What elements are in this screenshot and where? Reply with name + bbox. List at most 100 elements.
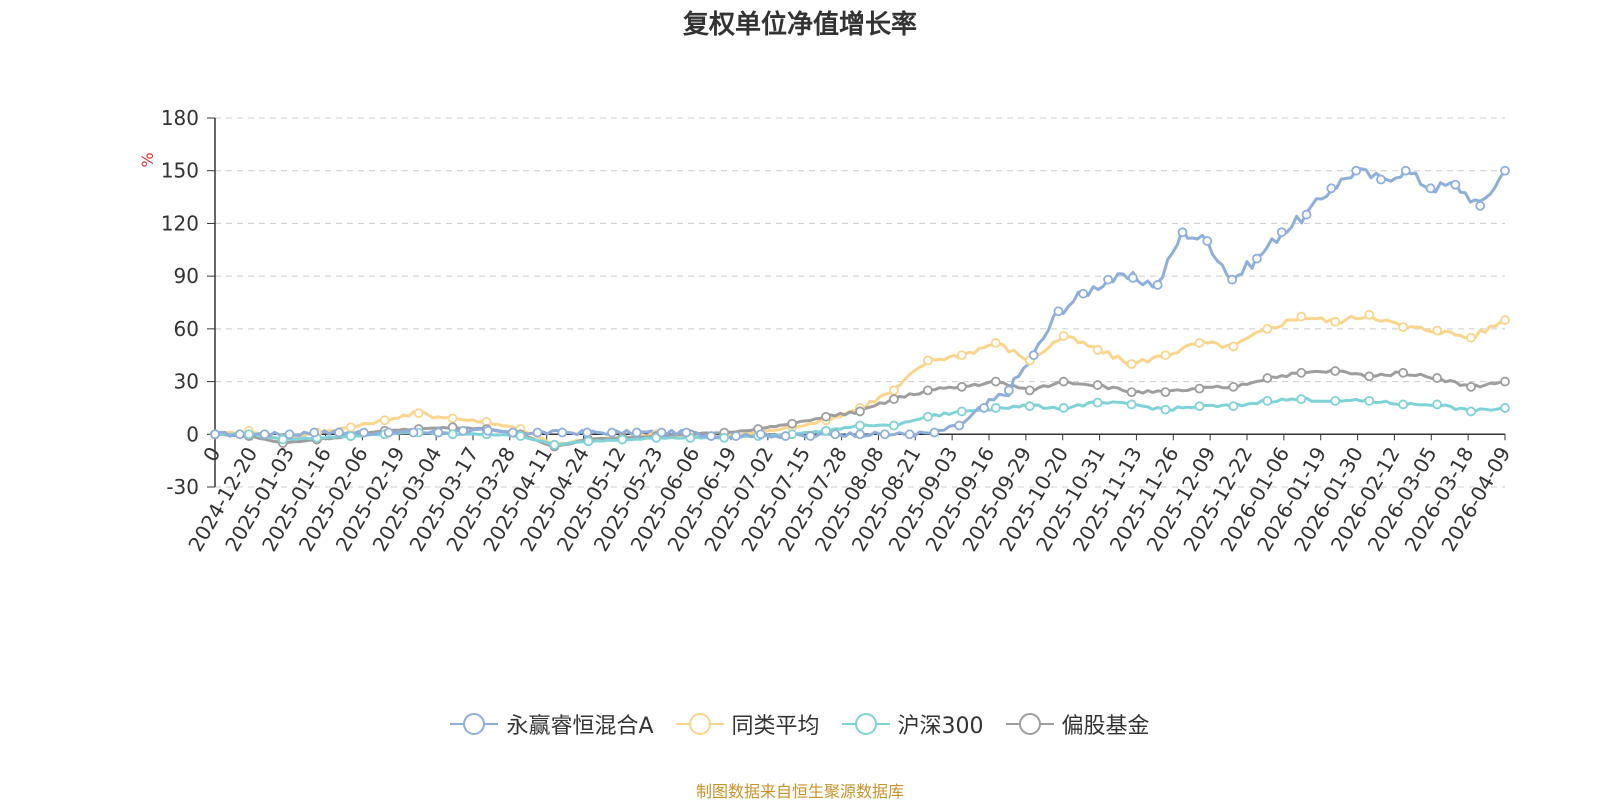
legend: 永赢睿恒混合A 同类平均 沪深300 偏股基金 (0, 708, 1600, 740)
data-point (990, 376, 1001, 387)
data-point (855, 429, 865, 440)
data-point (954, 420, 965, 431)
data-point (1152, 280, 1163, 290)
data-point (334, 427, 344, 438)
data-point (358, 427, 369, 438)
data-point (1160, 404, 1171, 415)
data-point (1296, 367, 1307, 378)
data-point (515, 431, 526, 441)
data-point (1194, 401, 1205, 412)
data-point (821, 411, 831, 422)
data-point (681, 427, 692, 438)
data-point (1500, 165, 1510, 176)
data-point (244, 429, 254, 440)
data-point (1228, 341, 1239, 352)
data-point (433, 427, 444, 438)
data-point (922, 411, 933, 422)
data-point (904, 429, 915, 440)
data-point (379, 415, 390, 426)
data-point (234, 429, 245, 440)
data-point (990, 338, 1001, 348)
data-point (1398, 367, 1409, 378)
data-point (1092, 380, 1103, 390)
data-point (1028, 350, 1039, 361)
data-point (1296, 394, 1307, 405)
data-point (821, 425, 831, 436)
legend-item[interactable]: 沪深300 (841, 708, 984, 740)
data-point (458, 425, 468, 436)
legend-item[interactable]: 永赢睿恒混合A (450, 708, 654, 740)
data-point (383, 427, 394, 438)
data-point (956, 381, 967, 392)
chart-title: 复权单位净值增长率 (682, 10, 917, 40)
data-point (1364, 309, 1375, 320)
data-point (1262, 395, 1273, 406)
grid-lines (215, 117, 1505, 488)
data-point (532, 427, 543, 438)
data-point (1160, 387, 1171, 398)
data-point (889, 385, 899, 396)
data-point (557, 427, 568, 438)
data-point (787, 418, 798, 429)
data-point (1058, 376, 1069, 387)
data-point (345, 431, 356, 441)
data-point (210, 429, 220, 440)
data-point (1126, 387, 1137, 398)
data-point (990, 403, 1001, 413)
data-point (922, 385, 933, 396)
data-point (855, 420, 865, 431)
data-point (1500, 376, 1510, 387)
data-point (1276, 227, 1287, 238)
data-point (1466, 381, 1476, 392)
y-tick-label: 90 (174, 264, 199, 288)
data-point (656, 427, 667, 438)
data-point (1432, 399, 1443, 410)
data-point (922, 355, 933, 366)
series-line (214, 167, 1507, 440)
data-point (1466, 332, 1476, 343)
data-point (889, 394, 899, 405)
legend-item[interactable]: 偏股基金 (1005, 708, 1150, 740)
data-point (1024, 385, 1035, 396)
data-point (1432, 373, 1443, 383)
data-point (719, 432, 730, 443)
y-tick-label: 150 (161, 159, 199, 183)
data-point (1053, 306, 1064, 317)
data-point (607, 427, 617, 438)
data-point (1194, 383, 1205, 394)
data-point (855, 406, 865, 417)
data-point (956, 350, 967, 361)
data-point (879, 429, 890, 440)
data-point (1398, 322, 1409, 333)
data-point (583, 436, 594, 447)
data-point (345, 422, 356, 433)
data-point (1425, 183, 1436, 194)
data-point (1466, 406, 1476, 417)
data-point (1330, 395, 1341, 406)
legend-marker-icon (1005, 713, 1054, 735)
data-point (1127, 272, 1138, 283)
data-point (1500, 315, 1510, 325)
data-point (617, 434, 628, 445)
y-tick-label: 60 (174, 317, 199, 341)
data-point (929, 427, 940, 438)
data-point (1058, 330, 1069, 341)
data-point (1301, 209, 1312, 220)
data-point (631, 427, 642, 438)
data-point (1228, 401, 1239, 412)
axes: -30030609012015018002024-12-202025-01-03… (161, 106, 1516, 555)
legend-item[interactable]: 同类平均 (675, 708, 820, 740)
y-tick-label: -30 (166, 475, 199, 499)
data-point (447, 429, 458, 440)
y-tick-label: 0 (186, 422, 199, 446)
data-point (1364, 395, 1375, 406)
data-point (1326, 183, 1337, 194)
data-point (1252, 253, 1262, 264)
data-point (1126, 359, 1137, 369)
data-point (1351, 165, 1362, 176)
legend-marker-icon (675, 713, 724, 735)
data-point (1296, 311, 1307, 322)
y-tick-label: 180 (161, 106, 199, 130)
data-point (889, 420, 899, 431)
source-note: 制图数据来自恒生聚源数据库 (695, 782, 904, 801)
